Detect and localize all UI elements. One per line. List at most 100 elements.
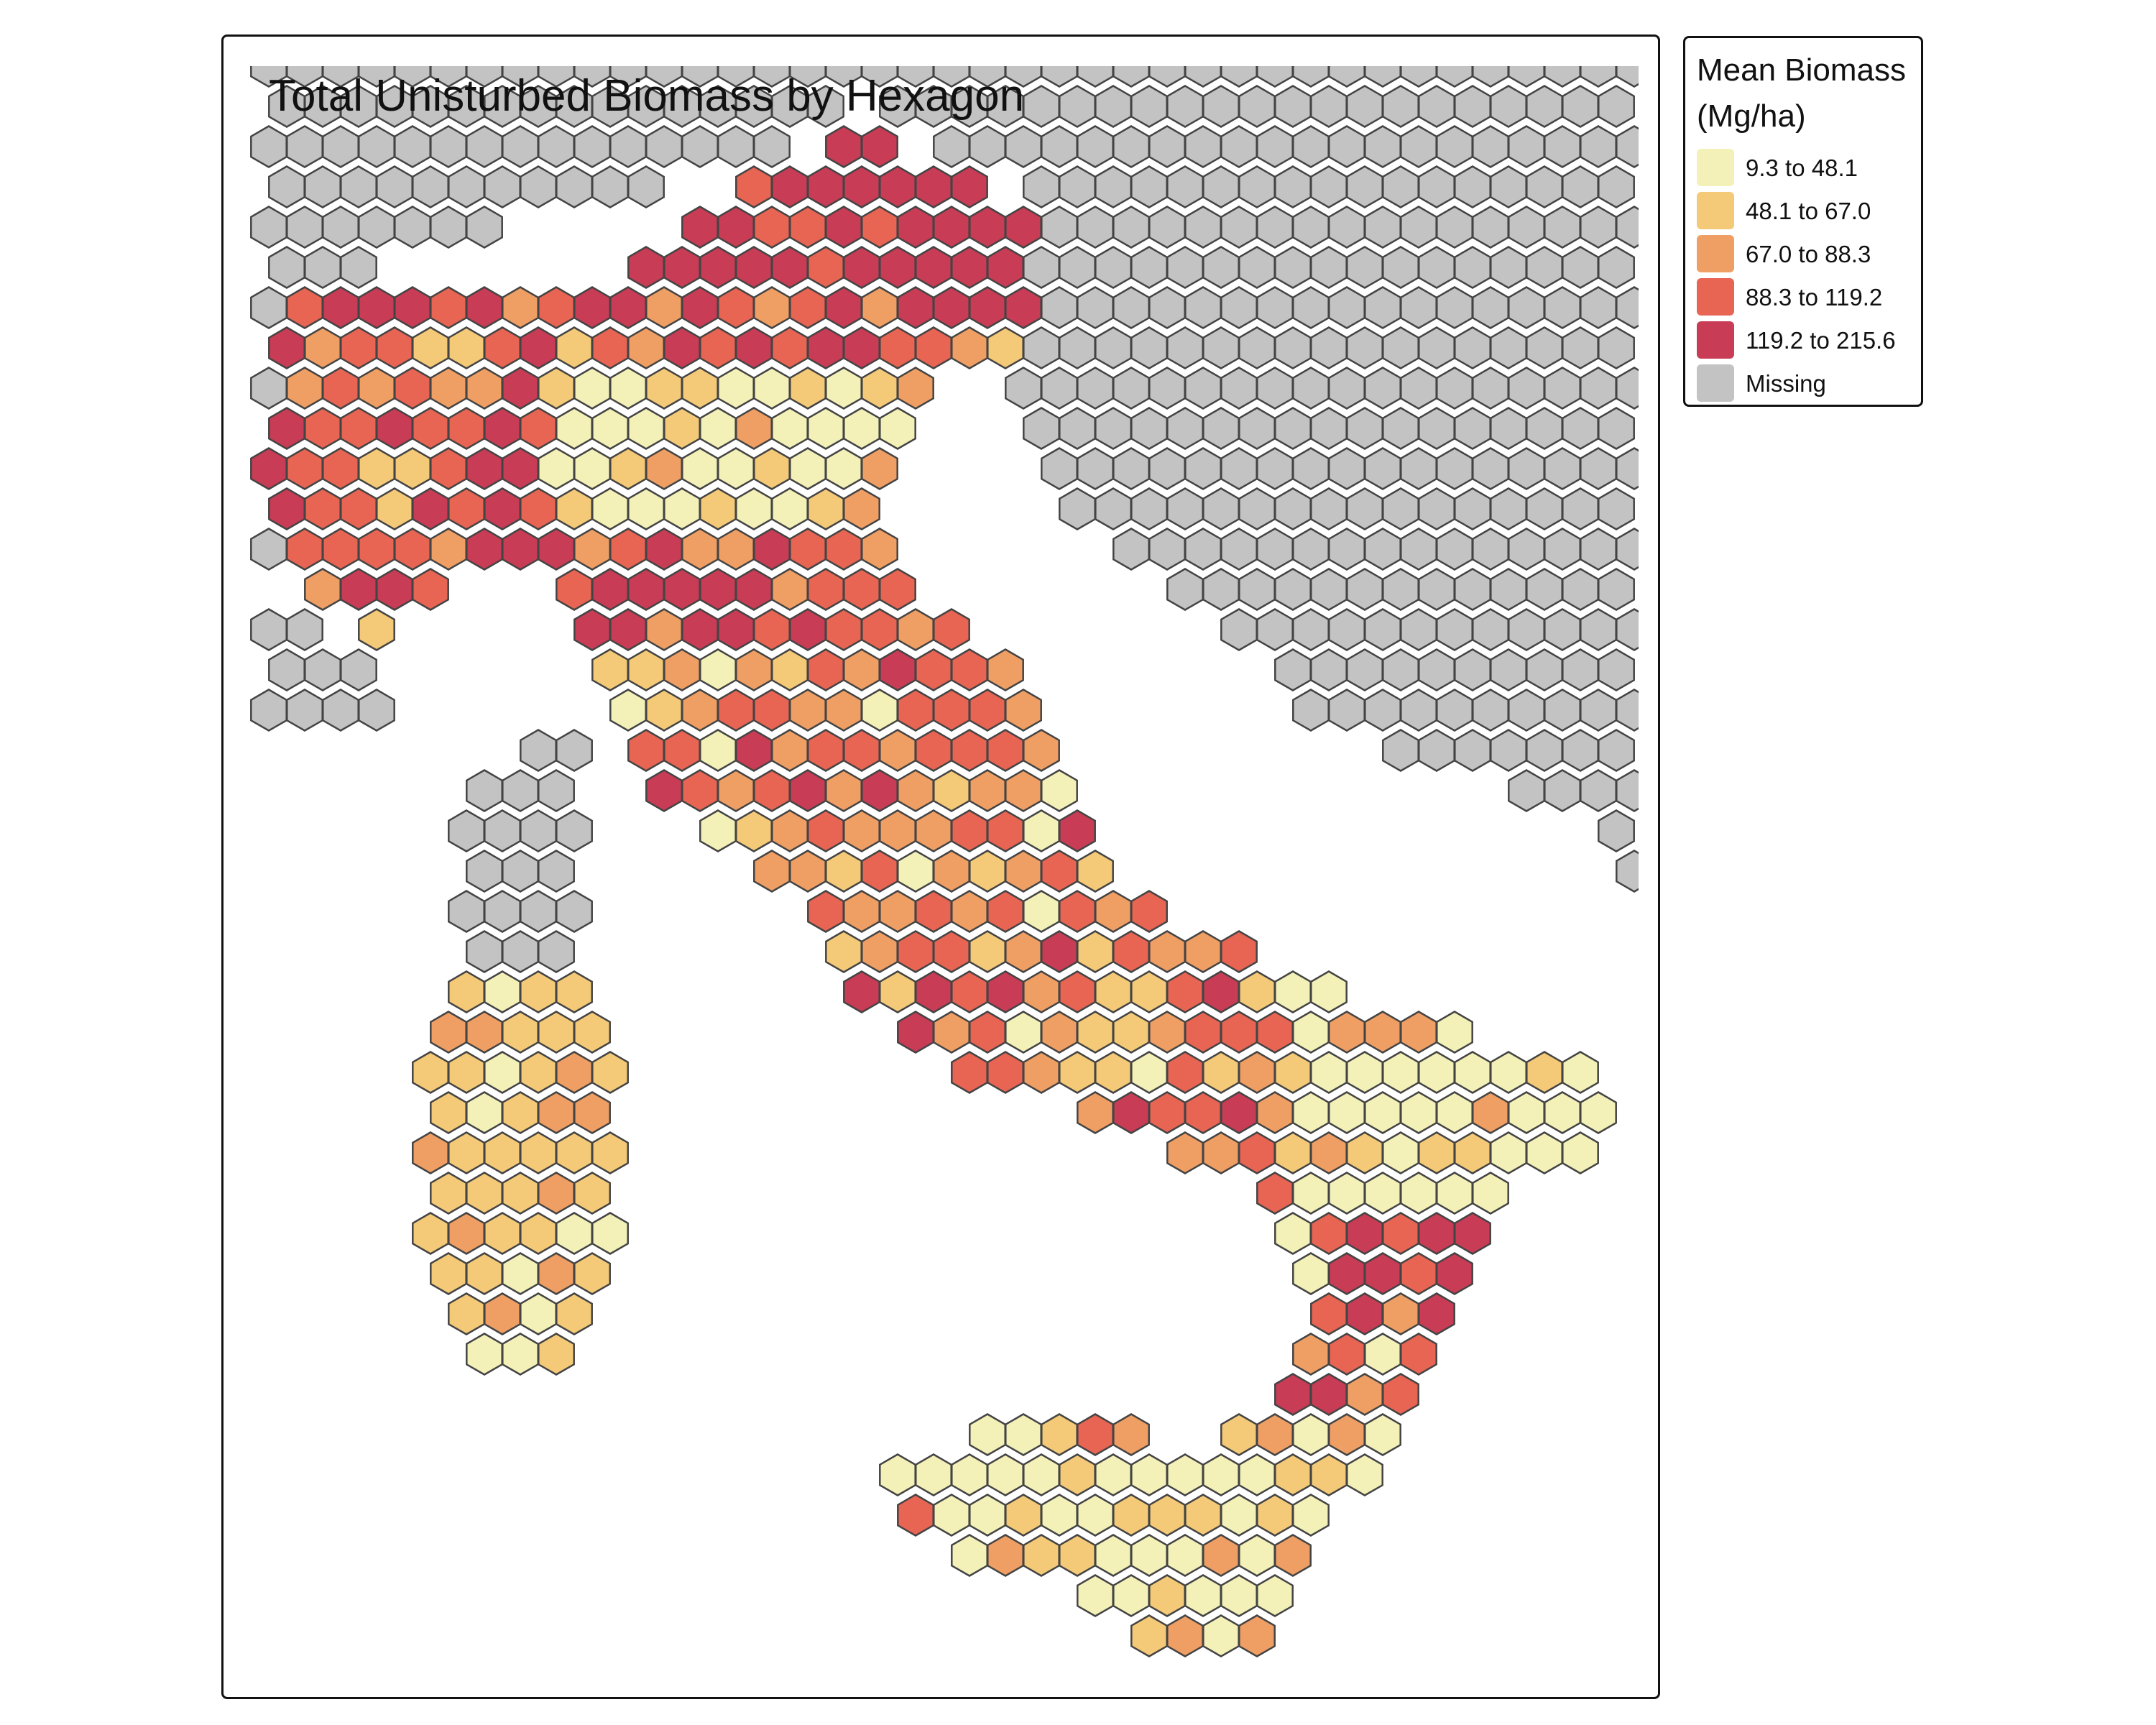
hex-cell-biomass — [897, 206, 934, 249]
hex-cell-missing — [1346, 246, 1383, 289]
hex-cell-missing — [1077, 286, 1114, 329]
hex-cell-biomass — [1256, 1091, 1294, 1134]
hex-cell-missing — [1166, 407, 1204, 450]
hex-cell-biomass — [412, 1051, 449, 1094]
hex-cell-biomass — [1328, 1413, 1365, 1456]
hex-cell-biomass — [663, 648, 701, 691]
hex-cell-biomass — [1256, 1011, 1294, 1054]
hex-cell-missing — [1598, 487, 1635, 530]
hex-cell-biomass — [448, 487, 485, 530]
hex-cell-biomass — [1130, 1614, 1168, 1657]
legend-label: 119.2 to 215.6 — [1746, 327, 1896, 354]
hex-cell-missing — [340, 165, 377, 208]
hex-cell-missing — [1274, 165, 1312, 208]
hex-cell-missing — [250, 367, 287, 410]
hex-cell-missing — [1418, 407, 1455, 450]
hex-cell-missing — [627, 165, 665, 208]
hex-cell-biomass — [987, 326, 1024, 369]
hex-cell-missing — [358, 689, 395, 732]
hex-cell-biomass — [466, 1333, 503, 1376]
hex-cell-missing — [1148, 528, 1186, 571]
hex-cell-biomass — [861, 447, 898, 490]
hex-cell-missing — [1562, 648, 1599, 691]
hex-cell-biomass — [322, 528, 359, 571]
hex-cell-missing — [1454, 326, 1491, 369]
hex-cell-biomass — [717, 367, 755, 410]
hex-cell-biomass — [484, 1051, 521, 1094]
hex-cell-missing — [1023, 85, 1060, 128]
hex-cell-missing — [1436, 689, 1473, 732]
hex-cell-missing — [1059, 326, 1096, 369]
hex-cell-missing — [1059, 487, 1096, 530]
hex-cell-biomass — [556, 326, 593, 369]
hex-cell-biomass — [340, 487, 377, 530]
hex-cell-biomass — [879, 246, 916, 289]
hex-cell-missing — [1598, 648, 1635, 691]
hex-cell-missing — [358, 125, 395, 168]
hex-cell-missing — [520, 809, 557, 852]
hex-cell-missing — [1202, 568, 1240, 611]
hex-cell-biomass — [1418, 1051, 1455, 1094]
hex-cell-biomass — [1274, 1212, 1312, 1255]
hex-cell-biomass — [1490, 1051, 1527, 1094]
hex-cell-biomass — [915, 246, 952, 289]
hex-cell-missing — [1256, 286, 1294, 329]
hex-cell-missing — [573, 66, 611, 88]
hex-cell-missing — [1077, 66, 1114, 88]
hex-cell-biomass — [807, 165, 844, 208]
hex-cell-biomass — [879, 970, 916, 1013]
hex-cell-missing — [268, 648, 305, 691]
hex-cell-biomass — [987, 1453, 1024, 1496]
hex-cell-biomass — [987, 970, 1024, 1013]
hex-cell-missing — [1508, 286, 1545, 329]
hex-cell-biomass — [340, 407, 377, 450]
hex-cell-biomass — [1310, 1212, 1348, 1255]
hex-cell-biomass — [951, 970, 988, 1013]
hex-cell-missing — [1526, 407, 1563, 450]
hex-cell-biomass — [502, 1011, 539, 1054]
hex-cell-biomass — [1256, 1413, 1294, 1456]
hex-cell-missing — [1346, 407, 1383, 450]
hex-cell-biomass — [1148, 1574, 1186, 1617]
hex-cell-biomass — [1238, 970, 1276, 1013]
hex-cell-missing — [1562, 85, 1599, 128]
hex-cell-biomass — [1095, 890, 1132, 933]
hex-cell-missing — [825, 66, 862, 88]
hex-cell-biomass — [502, 1333, 539, 1376]
hex-cell-biomass — [1023, 970, 1060, 1013]
hex-cell-biomass — [484, 1292, 521, 1335]
hex-cell-biomass — [1382, 1131, 1419, 1174]
hex-cell-missing — [1023, 407, 1060, 450]
hex-cell-biomass — [861, 125, 898, 168]
hex-cell-biomass — [376, 326, 413, 369]
hex-cell-biomass — [591, 487, 629, 530]
hex-cell-missing — [1490, 487, 1527, 530]
hex-cell-biomass — [1346, 1453, 1383, 1496]
hex-cell-missing — [304, 648, 341, 691]
hex-cell-biomass — [358, 447, 395, 490]
legend-label: 88.3 to 119.2 — [1746, 284, 1883, 310]
hex-cell-biomass — [753, 528, 791, 571]
hex-cell-biomass — [1059, 809, 1096, 852]
hex-cell-missing — [1274, 487, 1312, 530]
hex-cell-biomass — [609, 447, 647, 490]
hex-cell-biomass — [1274, 1453, 1312, 1496]
hex-cell-biomass — [1418, 1212, 1455, 1255]
hex-cell-missing — [466, 125, 503, 168]
hex-grid — [250, 66, 1639, 1657]
hex-cell-missing — [1041, 206, 1078, 249]
hex-cell-biomass — [1184, 930, 1222, 973]
hex-cell-biomass — [1292, 1011, 1330, 1054]
hex-cell-biomass — [861, 286, 898, 329]
hex-cell-biomass — [699, 246, 737, 289]
hex-cell-missing — [1346, 165, 1383, 208]
hex-cell-missing — [538, 125, 575, 168]
hex-cell-biomass — [1310, 1453, 1348, 1496]
hex-cell-missing — [556, 729, 593, 772]
hex-cell-biomass — [573, 1091, 611, 1134]
hex-cell-biomass — [843, 809, 880, 852]
hex-cell-missing — [645, 66, 683, 88]
hex-cell-biomass — [591, 326, 629, 369]
hex-cell-biomass — [789, 447, 826, 490]
hex-cell-missing — [1580, 286, 1617, 329]
